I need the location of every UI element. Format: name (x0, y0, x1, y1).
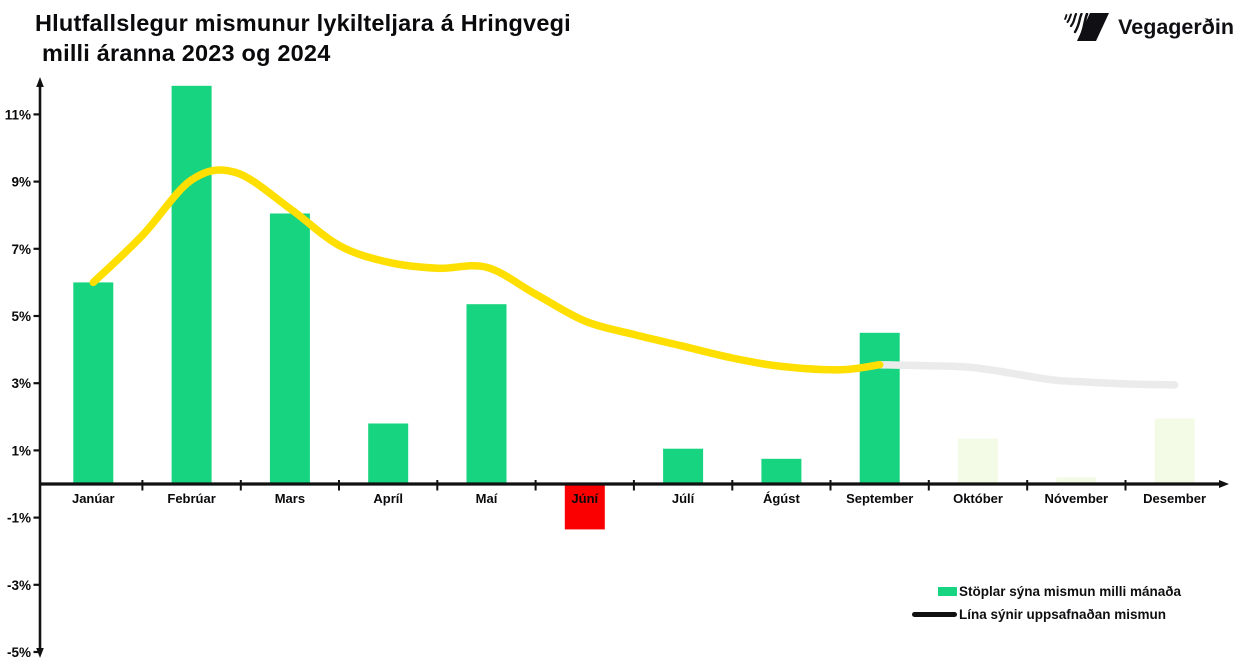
x-label-Júní: Júní (571, 491, 598, 506)
y-tick-label-3: 3% (11, 376, 31, 391)
bar-Febrúar (171, 85, 212, 485)
vegagerdin-logo-icon (1064, 13, 1110, 41)
x-label-Febrúar: Febrúar (167, 491, 215, 506)
bar-Júlí (663, 448, 704, 484)
title-line1: Hlutfallslegur mismunur lykilteljara á H… (35, 10, 571, 36)
cumulative-line (89, 166, 884, 374)
bar-Maí (466, 304, 507, 484)
x-axis-arrow-right (1219, 480, 1229, 488)
y-tick-label-9: 9% (11, 175, 31, 190)
legend-item-line: Lína sýnir uppsafnaðan mismun (912, 603, 1181, 626)
bar-Október (958, 438, 998, 484)
bar-Mars (269, 213, 310, 484)
bar-Desember (1154, 418, 1195, 484)
bar-Apríl (368, 423, 409, 484)
chart-title: Hlutfallslegur mismunur lykilteljara á H… (35, 8, 571, 68)
x-label-Júlí: Júlí (672, 491, 695, 506)
bar-legend-swatch (938, 587, 957, 596)
y-tick-label-1: 1% (11, 443, 31, 458)
legend: Stöplar sýna mismun milli mánaða Lína sý… (912, 580, 1181, 626)
x-label-Mars: Mars (275, 491, 305, 506)
y-tick-label--1: -1% (7, 511, 31, 526)
x-label-Desember: Desember (1143, 491, 1206, 506)
vegagerdin-logo: Vegagerðin (1063, 13, 1234, 41)
y-axis-arrow-up (36, 77, 44, 87)
line-legend-swatch (912, 612, 957, 617)
x-label-Október: Október (953, 491, 1003, 506)
y-tick-label--3: -3% (7, 578, 31, 593)
y-tick-label-7: 7% (11, 242, 31, 257)
x-label-Apríl: Apríl (373, 491, 403, 506)
x-label-Nóvember: Nóvember (1045, 491, 1109, 506)
cumulative-line-projected (875, 360, 1179, 389)
vegagerdin-logo-text: Vegagerðin (1118, 14, 1234, 39)
y-tick-label-5: 5% (11, 309, 31, 324)
x-label-Maí: Maí (476, 491, 498, 506)
bar-Ágúst (761, 458, 802, 484)
y-tick-label-11: 11% (5, 107, 31, 122)
bar-September (859, 332, 900, 484)
bar-Janúar (73, 282, 114, 484)
legend-item-bars: Stöplar sýna mismun milli mánaða (912, 580, 1181, 603)
bar-Júní (564, 484, 605, 530)
bar-legend-label: Stöplar sýna mismun milli mánaða (959, 584, 1182, 599)
line-legend-label: Lína sýnir uppsafnaðan mismun (959, 607, 1167, 622)
title-line2: milli áranna 2023 og 2024 (42, 40, 331, 66)
x-label-September: September (846, 491, 913, 506)
bar-Nóvember (1056, 477, 1097, 484)
x-label-Janúar: Janúar (72, 491, 115, 506)
x-label-Ágúst: Ágúst (763, 491, 801, 506)
y-tick-label--5: -5% (7, 645, 31, 660)
